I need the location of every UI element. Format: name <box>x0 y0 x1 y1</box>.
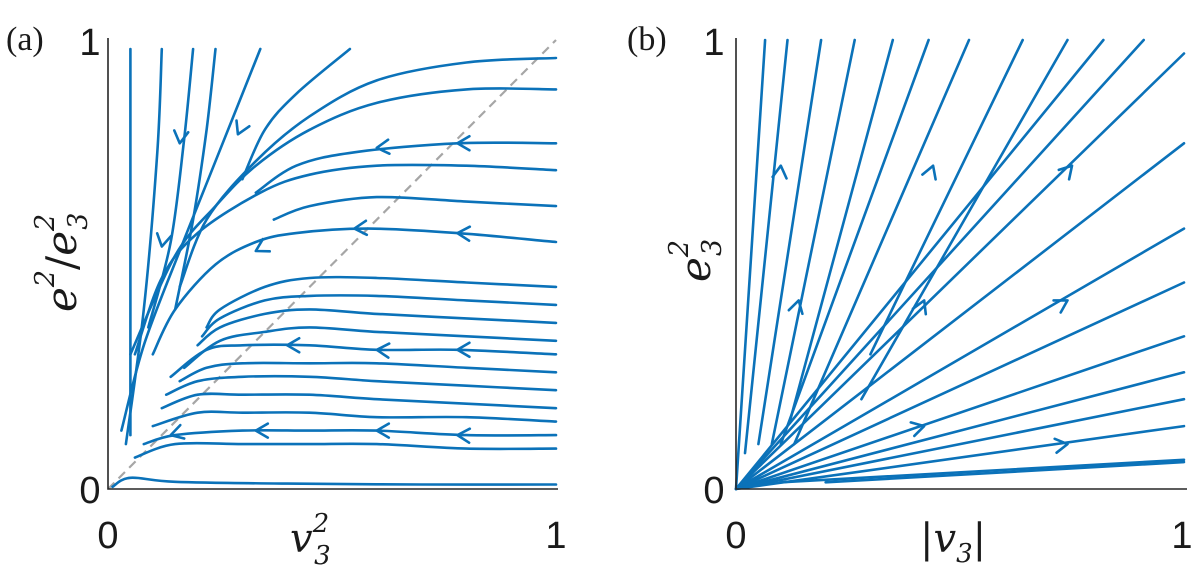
panel-a-ytick-bottom: 0 <box>79 470 100 512</box>
streamline-15 <box>196 308 558 347</box>
flow-arrow-17-3 <box>285 337 301 354</box>
streamline-4 <box>770 38 856 446</box>
streamline-14 <box>734 227 1186 491</box>
streamline-21 <box>151 410 558 428</box>
panel-b-ytick-bottom: 0 <box>703 470 724 512</box>
streamline-5 <box>120 47 262 432</box>
flow-arrow-12-3 <box>254 237 271 253</box>
streamline-11 <box>272 195 558 221</box>
flow-arrow-22-4 <box>169 423 186 440</box>
streamline-19 <box>164 374 558 396</box>
flow-arrow-22-1 <box>456 427 472 444</box>
panel-a-label: (a) <box>6 21 44 58</box>
streamline-18 <box>734 397 1186 491</box>
streamline-17 <box>734 371 1186 491</box>
streamline-2 <box>743 38 789 455</box>
flow-arrow-9-2 <box>375 138 391 155</box>
streamline-8 <box>129 87 558 356</box>
flow-arrow-22-3 <box>254 422 270 439</box>
flow-arrow-14-1 <box>1052 299 1069 314</box>
flow-arrow-5-1 <box>787 299 804 316</box>
flow-arrow-17-2 <box>375 342 391 359</box>
panel-b-xtick-left: 0 <box>725 515 746 557</box>
streamline-10 <box>133 163 558 356</box>
flow-arrow-2-1 <box>771 164 788 180</box>
panel-b-ytick-top: 1 <box>703 22 724 64</box>
streamline-14 <box>200 294 558 338</box>
streamline-10 <box>734 38 1105 491</box>
panel-b-ylabel: e23 <box>664 239 728 282</box>
streamline-2 <box>124 47 164 446</box>
streamline-22 <box>142 428 558 446</box>
streamline-16 <box>734 335 1186 491</box>
panel-b-label: (b) <box>627 21 667 58</box>
flow-arrow-7-1 <box>911 299 928 316</box>
flow-arrow-12-1 <box>456 225 472 242</box>
flow-arrow-17-1 <box>909 421 926 438</box>
streamline-7 <box>178 56 558 289</box>
streamline-21 <box>824 460 1186 484</box>
flow-arrow-19-1 <box>1053 437 1069 454</box>
panel-a-axes <box>107 38 558 490</box>
streamline-3 <box>757 38 823 446</box>
streamline-8 <box>869 38 1024 356</box>
streamline-9 <box>254 141 558 194</box>
streamline-9 <box>860 38 1069 401</box>
flow-arrow-17-1 <box>456 341 471 359</box>
flow-arrow-11-1 <box>1057 164 1074 181</box>
streamline-4 <box>173 47 217 311</box>
streamline-11 <box>734 38 1145 491</box>
flow-arrow-9-1 <box>456 135 471 152</box>
streamline-16 <box>182 326 558 370</box>
panel-b-xlabel: |v3| <box>920 516 986 565</box>
streamline-13 <box>734 142 1186 491</box>
streamline-23 <box>133 441 558 459</box>
panel-a-ylabel: e2/e23 <box>30 213 94 312</box>
streamline-18 <box>178 361 558 383</box>
flow-arrow-3-1 <box>173 129 190 145</box>
streamline-17 <box>169 343 558 379</box>
diagonal-reference-line <box>107 39 557 490</box>
streamline-15 <box>734 281 1186 491</box>
streamline-7 <box>792 38 971 446</box>
panel-b-axes <box>735 38 1187 490</box>
flow-arrow-22-2 <box>375 422 391 439</box>
panel-a-xlabel: v2 3 <box>290 509 331 565</box>
streamline-1 <box>734 38 767 491</box>
streamline-20 <box>160 392 558 410</box>
flow-arrow-6-1 <box>921 164 937 181</box>
streamline-12 <box>151 227 558 356</box>
flow-arrow-6-1 <box>235 119 251 136</box>
streamline-12 <box>734 52 1186 491</box>
streamline-20 <box>779 458 1186 484</box>
panel-a-xtick-left: 0 <box>97 515 118 557</box>
flow-arrow-4-1 <box>155 232 173 248</box>
panel-a: (a) 1 0 0 1 v2 3 e2/e23 <box>6 21 567 565</box>
streamline-19 <box>734 424 1186 491</box>
streamline-5 <box>788 38 895 423</box>
panel-a-xtick-right: 1 <box>545 515 566 557</box>
streamline-24 <box>111 476 558 489</box>
streamline-6 <box>779 38 930 446</box>
streamline-13 <box>205 275 558 329</box>
panel-b-streamlines <box>734 38 1186 491</box>
flow-arrow-12-2 <box>353 219 369 237</box>
panel-b: (b) 1 0 0 1 |v3| e23 <box>627 21 1193 565</box>
panel-a-ytick-top: 1 <box>79 22 100 64</box>
streamline-6 <box>241 47 352 181</box>
panel-b-xtick-right: 1 <box>1171 515 1192 557</box>
panel-a-streamlines <box>107 39 558 490</box>
